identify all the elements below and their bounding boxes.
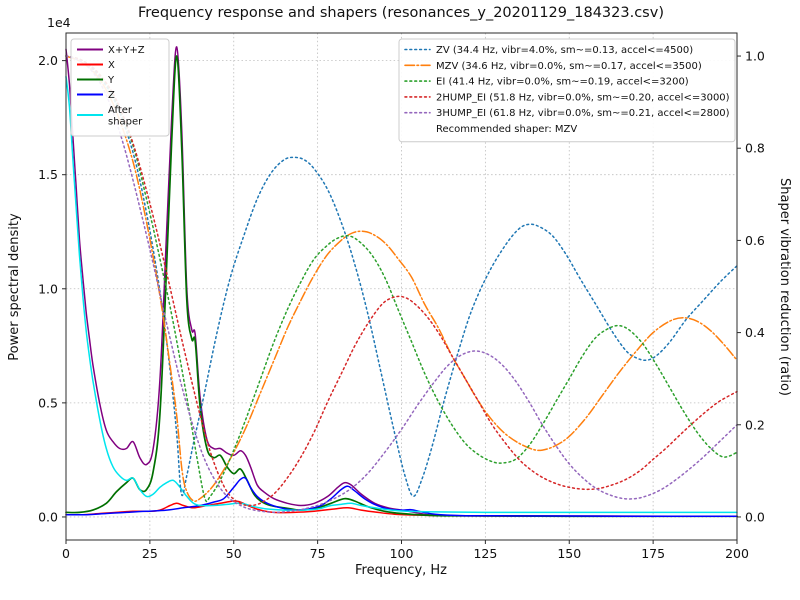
y-right-tick-label: 0.6: [745, 233, 765, 248]
series-2HUMP_EI: [65, 55, 738, 507]
legend-label-3HUMP_EI: 3HUMP_EI (61.8 Hz, vibr=0.0%, sm~=0.21, …: [436, 108, 730, 119]
y-axis-label-right: Shaper vibration reduction (ratio): [777, 178, 792, 396]
x-tick-label: 100: [390, 546, 414, 561]
y-left-tick-label: 1.0: [38, 281, 58, 296]
y-left-tick-label: 1.5: [38, 167, 58, 182]
x-tick-label: 25: [142, 546, 158, 561]
y-left-tick-label: 0.5: [38, 395, 58, 410]
legend-label-ZV: ZV (34.4 Hz, vibr=4.0%, sm~=0.13, accel<…: [436, 45, 693, 56]
x-axis-label: Frequency, Hz: [355, 563, 447, 578]
chart-title: Frequency response and shapers (resonanc…: [138, 5, 664, 21]
y-left-tick-label: 0.0: [38, 509, 58, 524]
series-3HUMP_EI: [65, 55, 738, 514]
legend-label-MZV: MZV (34.6 Hz, vibr=0.0%, sm~=0.17, accel…: [436, 61, 702, 72]
x-tick-label: 200: [725, 546, 749, 561]
series-EI: [65, 55, 738, 503]
legend-label-2HUMP_EI: 2HUMP_EI (51.8 Hz, vibr=0.0%, sm~=0.20, …: [436, 92, 730, 103]
legend-left-box: [70, 38, 170, 137]
legend-label-EI: EI (41.4 Hz, vibr=0.0%, sm~=0.19, accel<…: [436, 77, 689, 88]
x-tick-label: 75: [310, 546, 326, 561]
legend-label-xyz: X+Y+Z: [108, 45, 145, 56]
y-right-tick-label: 0.0: [745, 509, 765, 524]
legend-recommended-shaper: Recommended shaper: MZV: [436, 124, 577, 135]
series-xyz: [65, 46, 738, 518]
series-ZV: [65, 55, 738, 497]
legend-label-y: Y: [107, 75, 115, 86]
axes-layer: 0 25 50 75 100 125 150 175 200 0.0 0.5 1.0 1.5 2.0 0.0…: [38, 32, 765, 561]
y-left-tick-label: 2.0: [38, 53, 58, 68]
series-y: [65, 55, 738, 518]
x-tick-label: 0: [62, 546, 70, 561]
y-axis-label-left: Power spectral density: [7, 213, 22, 361]
x-tick-label: 175: [641, 546, 665, 561]
series-after-shaper: [65, 75, 738, 514]
x-tick-label: 125: [473, 546, 497, 561]
y-right-tick-label: 1.0: [745, 49, 765, 64]
series-layer: [65, 46, 738, 518]
y-right-tick-label: 0.2: [745, 417, 765, 432]
legend-label-z: Z: [108, 90, 115, 101]
y-right-tick-label: 0.4: [745, 325, 765, 340]
legend-label-x: X: [108, 60, 115, 71]
legend-label-after-shaper: After: [108, 105, 133, 116]
x-tick-label: 150: [557, 546, 581, 561]
series-MZV: [65, 55, 738, 502]
x-tick-label: 50: [226, 546, 242, 561]
legend-label-after-shaper: shaper: [108, 117, 143, 128]
legend-right-box: [398, 38, 736, 143]
axis-offset-label: 1e4: [47, 15, 71, 30]
y-right-tick-label: 0.8: [745, 141, 765, 156]
